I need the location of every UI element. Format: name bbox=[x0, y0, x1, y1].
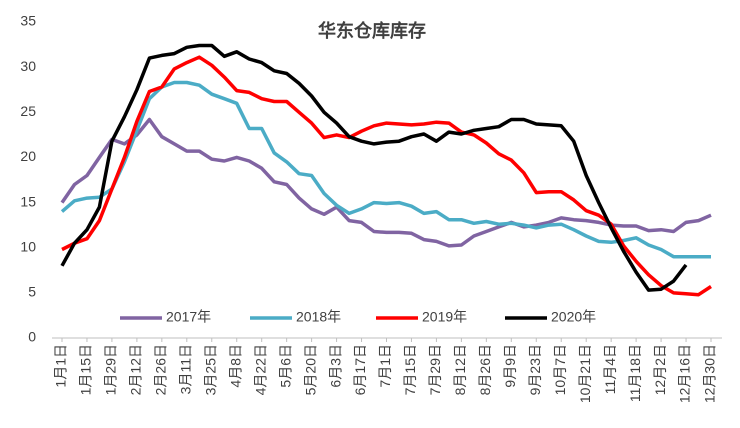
y-tick-label: 20 bbox=[20, 148, 36, 164]
x-tick-label: 2月12日 bbox=[128, 344, 144, 395]
y-tick-label: 35 bbox=[20, 13, 36, 29]
x-tick-label: 1月29日 bbox=[103, 344, 119, 395]
x-tick-label: 6月17日 bbox=[352, 344, 368, 395]
y-tick-label: 15 bbox=[20, 193, 36, 209]
y-tick-label: 30 bbox=[20, 58, 36, 74]
x-tick-label: 9月23日 bbox=[527, 344, 543, 395]
y-tick-label: 0 bbox=[28, 329, 36, 345]
x-tick-label: 9月9日 bbox=[502, 344, 518, 388]
x-tick-label: 11月18日 bbox=[627, 344, 643, 402]
legend-label: 2017年 bbox=[166, 309, 211, 325]
legend-label: 2020年 bbox=[551, 309, 596, 325]
x-tick-label: 12月2日 bbox=[652, 344, 668, 395]
y-tick-label: 25 bbox=[20, 103, 36, 119]
x-tick-label: 3月11日 bbox=[178, 344, 194, 394]
x-tick-label: 4月22日 bbox=[252, 344, 268, 395]
x-tick-label: 12月30日 bbox=[702, 344, 718, 403]
x-tick-label: 12月16日 bbox=[677, 344, 693, 403]
x-tick-label: 3月25日 bbox=[202, 344, 218, 395]
series-line bbox=[60, 117, 712, 248]
x-tick-label: 10月7日 bbox=[552, 344, 568, 395]
x-tick-label: 8月26日 bbox=[477, 344, 493, 395]
x-tick-label: 5月20日 bbox=[302, 344, 318, 395]
x-tick-label: 1月1日 bbox=[53, 344, 69, 388]
series-line bbox=[60, 80, 711, 259]
legend-label: 2019年 bbox=[422, 309, 467, 325]
y-tick-label: 10 bbox=[20, 238, 36, 254]
series-line bbox=[60, 43, 688, 292]
x-tick-label: 8月12日 bbox=[452, 344, 468, 395]
x-tick-label: 7月15日 bbox=[402, 344, 418, 395]
x-tick-label: 7月1日 bbox=[377, 344, 393, 388]
legend-label: 2018年 bbox=[296, 309, 341, 325]
x-tick-label: 11月4日 bbox=[602, 344, 618, 394]
x-tick-label: 6月3日 bbox=[327, 344, 343, 388]
x-tick-label: 7月29日 bbox=[427, 344, 443, 395]
y-tick-label: 5 bbox=[28, 284, 36, 300]
x-tick-label: 2月26日 bbox=[153, 344, 169, 395]
x-tick-label: 1月15日 bbox=[78, 344, 94, 395]
x-tick-label: 4月8日 bbox=[227, 344, 243, 388]
x-tick-label: 10月21日 bbox=[577, 344, 593, 403]
chart-title: 华东仓库库存 bbox=[318, 20, 426, 41]
series-line bbox=[61, 55, 712, 297]
x-tick-label: 5月6日 bbox=[277, 344, 293, 388]
